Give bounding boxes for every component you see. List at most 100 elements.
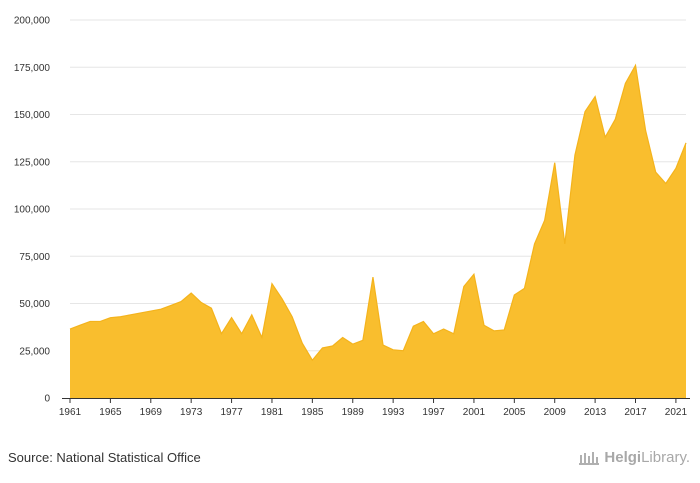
data-point [190,292,193,295]
data-point [674,167,677,170]
area-chart: 0 25,000 50,000 75,000 100,000 125,000 150,000… [14,16,690,418]
x-tick-label: 1973 [180,407,203,418]
data-point [230,316,233,319]
data-point [291,315,294,318]
data-point [69,328,72,331]
data-point [654,171,657,174]
data-point [180,300,183,303]
data-point [644,129,647,132]
area-fill [70,65,686,399]
y-tick-label: 175,000 [14,63,51,74]
data-point [563,242,566,245]
data-point [139,311,142,314]
series-area [69,63,688,399]
data-point [624,82,627,85]
data-point [442,328,445,331]
data-point [250,313,253,316]
brand-name: HelgiLibrary. [604,449,690,466]
x-tick-label: 1961 [59,407,82,418]
data-point [553,161,556,164]
data-point [664,182,667,185]
source-note: Source: National Statistical Office [8,450,201,465]
data-point [79,324,82,327]
data-point [281,297,284,300]
library-logo-icon [579,451,600,465]
data-point [169,304,172,307]
y-tick-label: 200,000 [14,16,51,27]
x-tick-label: 1993 [382,407,405,418]
y-tick-label: 50,000 [19,299,50,310]
data-point [513,294,516,297]
x-tick-label: 2017 [624,407,647,418]
data-point [594,95,597,98]
y-tick-label: 150,000 [14,110,51,121]
x-tick-label: 1989 [342,407,365,418]
data-point [685,141,688,144]
x-tick-label: 1977 [220,407,243,418]
x-tick-label: 2021 [665,407,688,418]
data-point [472,273,475,276]
area-line [69,63,687,362]
data-point [604,136,607,139]
data-point [614,118,617,121]
data-point [493,329,496,332]
data-point [270,282,273,285]
x-tick-label: 2001 [463,407,486,418]
data-point [533,242,536,245]
data-point [240,332,243,335]
data-point [200,301,203,304]
data-point [311,359,314,362]
data-point [109,316,112,319]
data-point [129,313,132,316]
grid-lines [70,19,686,352]
data-point [422,320,425,323]
data-point [371,276,374,279]
data-point [392,348,395,351]
data-point [321,346,324,349]
x-tick-label: 1997 [422,407,445,418]
data-point [402,349,405,352]
x-tick-label: 2005 [503,407,526,418]
y-tick-label: 100,000 [14,205,51,216]
data-point [220,332,223,335]
data-point [361,339,364,342]
brand-logo: HelgiLibrary. [578,449,690,466]
y-tick-label: 25,000 [19,346,50,357]
data-point [634,64,637,67]
data-point [432,332,435,335]
data-point [573,154,576,157]
data-point [99,320,102,323]
data-point [584,110,587,113]
data-point [412,325,415,328]
x-tick-label: 1965 [99,407,122,418]
data-point [543,219,546,222]
data-point [382,344,385,347]
data-point [331,345,334,348]
x-tick-label: 2009 [544,407,567,418]
y-axis-ticks: 0 25,000 50,000 75,000 100,000 125,000 150,000… [14,16,51,405]
data-point [483,324,486,327]
y-tick-label: 125,000 [14,157,51,168]
data-point [89,320,92,323]
y-tick-label: 75,000 [19,252,50,263]
data-point [503,328,506,331]
x-tick-label: 1981 [261,407,284,418]
data-point [119,315,122,318]
data-point [341,336,344,339]
x-tick-label: 1985 [301,407,324,418]
y-tick-label: 0 [44,394,50,405]
x-tick-label: 1969 [140,407,163,418]
brand-name-part1: Helgi [604,449,642,466]
data-point [462,285,465,288]
data-point [210,307,213,310]
data-point [149,310,152,313]
data-point [260,336,263,339]
brand-name-part2: Library. [641,449,690,466]
data-point [301,342,304,345]
data-point [159,308,162,311]
data-point [452,332,455,335]
x-axis-ticks: 1961 1965 1969 1973 1977 1981 1985 1989 1993 1997… [59,398,688,418]
x-tick-label: 2013 [584,407,607,418]
data-point [523,287,526,290]
data-point [351,343,354,346]
